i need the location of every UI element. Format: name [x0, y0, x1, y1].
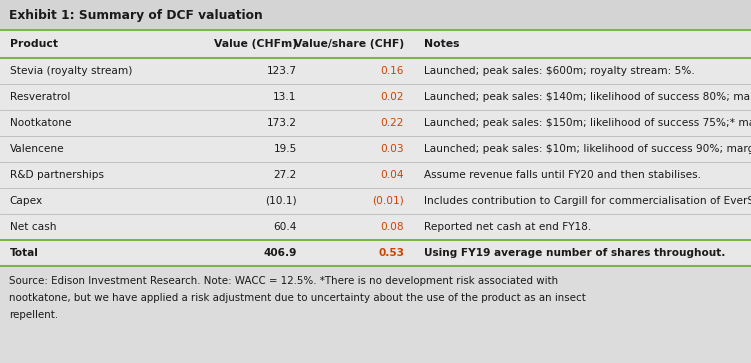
Text: Value (CHFm): Value (CHFm) [213, 39, 297, 49]
Bar [0, 136, 751, 162]
Text: Includes contribution to Cargill for commercialisation of EverSweet.: Includes contribution to Cargill for com… [424, 196, 751, 206]
Text: Using FY19 average number of shares throughout.: Using FY19 average number of shares thro… [424, 248, 725, 258]
Text: 27.2: 27.2 [273, 170, 297, 180]
Text: 123.7: 123.7 [267, 66, 297, 76]
Text: Resveratrol: Resveratrol [10, 92, 70, 102]
Bar [0, 0, 751, 30]
Text: Reported net cash at end FY18.: Reported net cash at end FY18. [424, 222, 592, 232]
Text: Product: Product [10, 39, 58, 49]
Text: Source: Edison Investment Research. Note: WACC = 12.5%. *There is no development: Source: Edison Investment Research. Note… [9, 276, 558, 286]
Bar [0, 58, 751, 84]
Text: Launched; peak sales: $150m; likelihood of success 75%;* margin: 40%.: Launched; peak sales: $150m; likelihood … [424, 118, 751, 128]
Text: R&D partnerships: R&D partnerships [10, 170, 104, 180]
Text: 0.04: 0.04 [381, 170, 404, 180]
Text: 0.02: 0.02 [381, 92, 404, 102]
Text: 60.4: 60.4 [273, 222, 297, 232]
Text: Launched; peak sales: $600m; royalty stream: 5%.: Launched; peak sales: $600m; royalty str… [424, 66, 695, 76]
Bar [0, 188, 751, 214]
Text: Launched; peak sales: $140m; likelihood of success 80%; margin: 30%.: Launched; peak sales: $140m; likelihood … [424, 92, 751, 102]
Text: 173.2: 173.2 [267, 118, 297, 128]
Bar [0, 110, 751, 136]
Bar [0, 240, 751, 266]
Text: 0.03: 0.03 [381, 144, 404, 154]
Bar [0, 266, 751, 363]
Text: nootkatone, but we have applied a risk adjustment due to uncertainty about the u: nootkatone, but we have applied a risk a… [9, 293, 586, 303]
Text: Assume revenue falls until FY20 and then stabilises.: Assume revenue falls until FY20 and then… [424, 170, 701, 180]
Text: 0.53: 0.53 [378, 248, 404, 258]
Text: Exhibit 1: Summary of DCF valuation: Exhibit 1: Summary of DCF valuation [9, 8, 263, 21]
Text: Valencene: Valencene [10, 144, 65, 154]
Text: (10.1): (10.1) [265, 196, 297, 206]
Text: (0.01): (0.01) [372, 196, 404, 206]
Text: 406.9: 406.9 [264, 248, 297, 258]
Bar [0, 30, 751, 58]
Bar [0, 84, 751, 110]
Text: Total: Total [10, 248, 38, 258]
Text: repellent.: repellent. [9, 310, 58, 320]
Text: 0.16: 0.16 [381, 66, 404, 76]
Text: 0.22: 0.22 [381, 118, 404, 128]
Text: Nootkatone: Nootkatone [10, 118, 71, 128]
Text: Capex: Capex [10, 196, 43, 206]
Bar [0, 162, 751, 188]
Text: 19.5: 19.5 [273, 144, 297, 154]
Text: Launched; peak sales: $10m; likelihood of success 90%; margin: 40%.: Launched; peak sales: $10m; likelihood o… [424, 144, 751, 154]
Text: Stevia (royalty stream): Stevia (royalty stream) [10, 66, 132, 76]
Text: 0.08: 0.08 [381, 222, 404, 232]
Text: Net cash: Net cash [10, 222, 56, 232]
Text: Notes: Notes [424, 39, 460, 49]
Text: Value/share (CHF): Value/share (CHF) [294, 39, 404, 49]
Text: 13.1: 13.1 [273, 92, 297, 102]
Bar [0, 214, 751, 240]
